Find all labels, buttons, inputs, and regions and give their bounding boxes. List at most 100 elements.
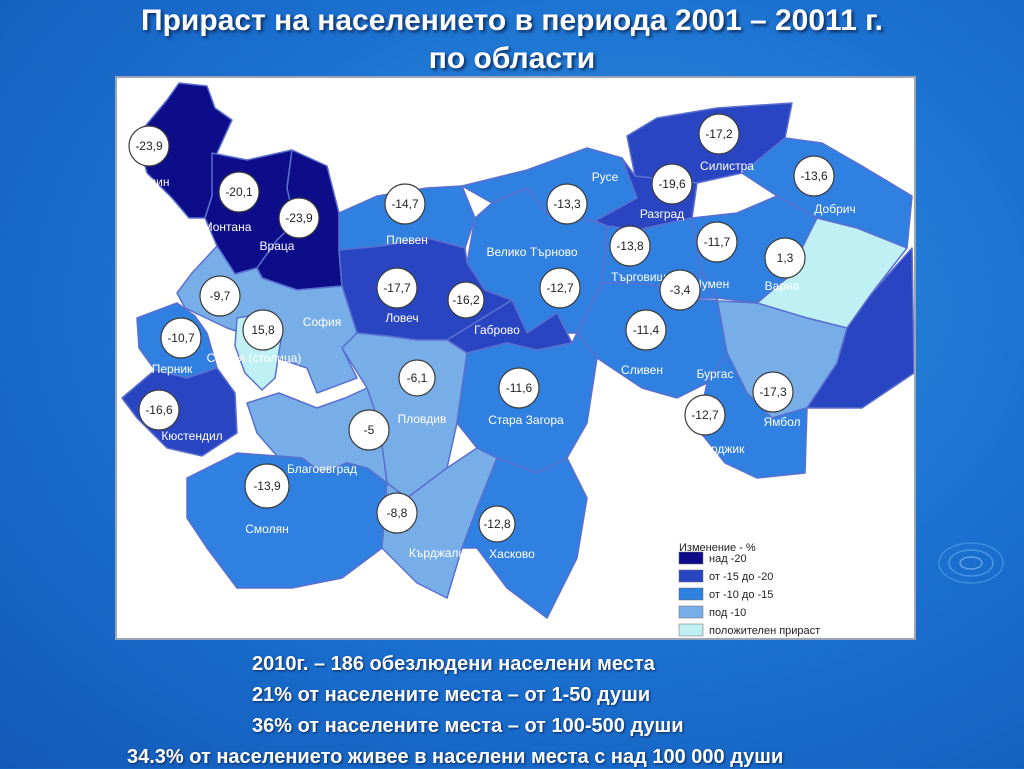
value-bubble — [793, 155, 835, 197]
value-bubble — [376, 492, 418, 534]
region-label: Перник — [152, 362, 193, 376]
value-label: -13,9 — [253, 479, 281, 493]
region-label: Благоевград — [287, 462, 357, 476]
value-label: 1,3 — [777, 251, 794, 265]
page-subtitle: по области — [428, 42, 596, 75]
region-label: Сливен — [621, 363, 663, 377]
value-label: -5 — [364, 423, 375, 437]
value-label: -14,7 — [391, 197, 419, 211]
value-label: -6,1 — [407, 371, 428, 385]
value-bubble — [764, 237, 806, 279]
value-label: -17,7 — [383, 281, 411, 295]
region-ямбол — [806, 247, 914, 409]
region-label: Ловеч — [385, 311, 418, 325]
legend-background — [672, 532, 907, 634]
region-label: Ямбол — [763, 415, 800, 429]
value-label: -3,4 — [670, 283, 691, 297]
value-bubble — [138, 389, 180, 431]
value-bubble — [278, 197, 320, 239]
water-ripple-decoration — [938, 542, 1004, 584]
value-bubble — [478, 505, 516, 543]
value-label: -12,7 — [546, 281, 574, 295]
region-label: София — [303, 315, 341, 329]
stat-line-2: 21% от населените места – от 1-50 души — [252, 684, 651, 706]
region-map: Видин Монтана Враца Плевен Русе Силистра Добри… — [121, 82, 914, 637]
value-bubble — [160, 317, 202, 359]
region-label: Силистра — [700, 159, 754, 173]
legend-item-label: над -20 — [709, 553, 747, 565]
value-bubble — [128, 125, 170, 167]
value-bubble — [625, 309, 667, 351]
stat-line-1: 2010г. – 186 обезлюдени населени места — [252, 653, 655, 675]
value-bubble — [376, 267, 418, 309]
value-bubble — [546, 183, 588, 225]
map-legend: Изменение - % над -20 от -15 до -20 от -10… — [672, 532, 907, 637]
value-label: -17,3 — [759, 385, 787, 399]
value-label: -23,9 — [135, 139, 163, 153]
value-bubble — [659, 269, 701, 311]
value-bubble — [384, 183, 426, 225]
value-label: -13,8 — [616, 239, 644, 253]
value-bubble — [609, 225, 651, 267]
legend-swatch — [678, 623, 704, 637]
value-label: -20,1 — [225, 185, 253, 199]
region-label: Кърджали — [409, 546, 465, 560]
region-label: София (столица) — [207, 351, 302, 365]
value-bubble — [696, 221, 738, 263]
region-label: Русе — [592, 170, 619, 184]
value-bubble — [698, 113, 740, 155]
value-bubble — [348, 409, 390, 451]
value-label: -12,8 — [483, 517, 511, 531]
region-label: Враца — [260, 239, 295, 253]
region-label: Хасково — [489, 547, 535, 561]
region-label: Разград — [640, 207, 684, 221]
value-bubble — [398, 359, 436, 397]
legend-swatch — [678, 551, 704, 565]
legend-title: Изменение - % — [679, 542, 756, 554]
value-label: -10,7 — [167, 331, 195, 345]
value-label: -11,4 — [633, 323, 660, 337]
region-label: Добрич — [814, 202, 855, 216]
value-bubble — [539, 267, 581, 309]
value-label: -23,9 — [285, 211, 313, 225]
region-label: Смолян — [245, 522, 288, 536]
stat-line-3: 36% от населените места – от 100-500 душ… — [252, 715, 684, 737]
region-label: Видин — [134, 175, 169, 189]
value-bubble — [242, 309, 284, 351]
legend-swatch — [678, 605, 704, 619]
legend-swatch — [678, 569, 704, 583]
region-label: Пазарджик — [684, 442, 745, 456]
region-хасково — [461, 457, 588, 619]
legend-item-label: положителен прираст — [709, 625, 820, 637]
region-label: Бургас — [697, 367, 734, 381]
value-label: -13,3 — [553, 197, 581, 211]
region-label: Пловдив — [398, 412, 447, 426]
value-label: -11,7 — [704, 235, 731, 249]
region-label: Велико Търново — [486, 245, 577, 259]
region-label: Плевен — [386, 233, 428, 247]
region-label: Монтана — [203, 220, 252, 234]
value-label: -16,6 — [145, 403, 173, 417]
value-label: -8,8 — [387, 506, 408, 520]
value-bubble — [199, 275, 241, 317]
value-bubble — [447, 281, 485, 319]
stat-line-4: 34.3% от населението живее в населени ме… — [127, 746, 784, 768]
value-bubble — [498, 367, 540, 409]
value-label: -17,2 — [705, 127, 733, 141]
value-label: -9,7 — [210, 289, 231, 303]
region-label: Търговище — [611, 270, 673, 284]
region-label: Габрово — [474, 323, 520, 337]
value-label: 15,8 — [251, 323, 275, 337]
value-label: -13,6 — [800, 169, 828, 183]
region-label: Кюстендил — [161, 429, 222, 443]
value-bubble — [651, 163, 693, 205]
map-frame: Видин Монтана Враца Плевен Русе Силистра Добри… — [115, 76, 916, 640]
value-bubble — [244, 463, 290, 509]
value-bubble — [752, 371, 794, 413]
value-label: -12,7 — [691, 408, 719, 422]
legend-swatch — [678, 587, 704, 601]
legend-item-label: от -15 до -20 — [709, 571, 773, 583]
region-label: Варна — [765, 279, 800, 293]
value-label: -19,6 — [658, 177, 686, 191]
legend-item-label: от -10 до -15 — [709, 589, 773, 601]
